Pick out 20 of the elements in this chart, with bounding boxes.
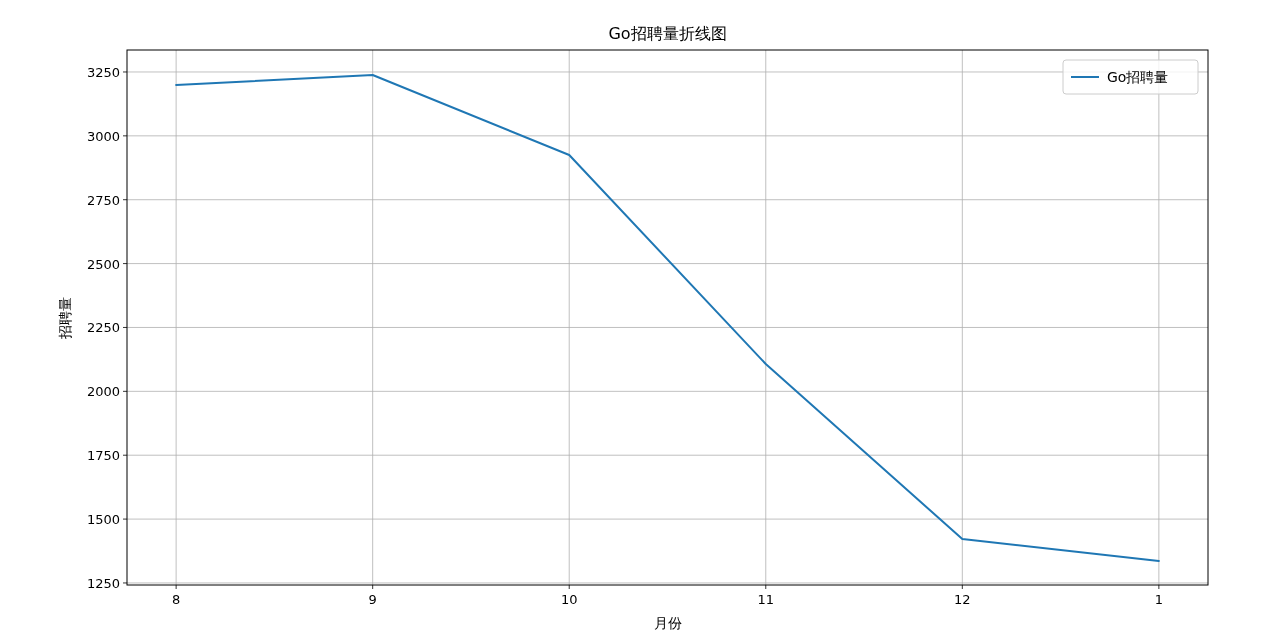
x-tick-label: 8	[172, 592, 181, 607]
y-tick-label: 1250	[86, 575, 120, 591]
y-tick-label: 2500	[86, 256, 120, 272]
y-tick-label: 2750	[86, 192, 120, 208]
y-tick-label: 2000	[86, 384, 120, 400]
x-tick-label: 11	[757, 592, 775, 607]
legend-label: Go招聘量	[1107, 69, 1169, 85]
x-tick-label: 10	[560, 592, 578, 607]
x-tick-label: 9	[368, 592, 377, 607]
x-tick-label: 12	[954, 592, 971, 607]
y-axis-title: 招聘量	[57, 296, 73, 340]
y-tick-label: 1750	[86, 448, 120, 464]
y-tick-label: 2250	[86, 320, 120, 336]
y-tick-label: 3000	[86, 128, 120, 144]
y-tick-label: 3250	[86, 64, 120, 80]
legend: Go招聘量	[1062, 59, 1199, 95]
y-tick-label: 1500	[86, 512, 120, 528]
x-axis-title: 月份	[653, 615, 682, 631]
x-tick-label: 1	[1154, 592, 1163, 607]
chart-title: Go招聘量折线图	[608, 24, 727, 43]
